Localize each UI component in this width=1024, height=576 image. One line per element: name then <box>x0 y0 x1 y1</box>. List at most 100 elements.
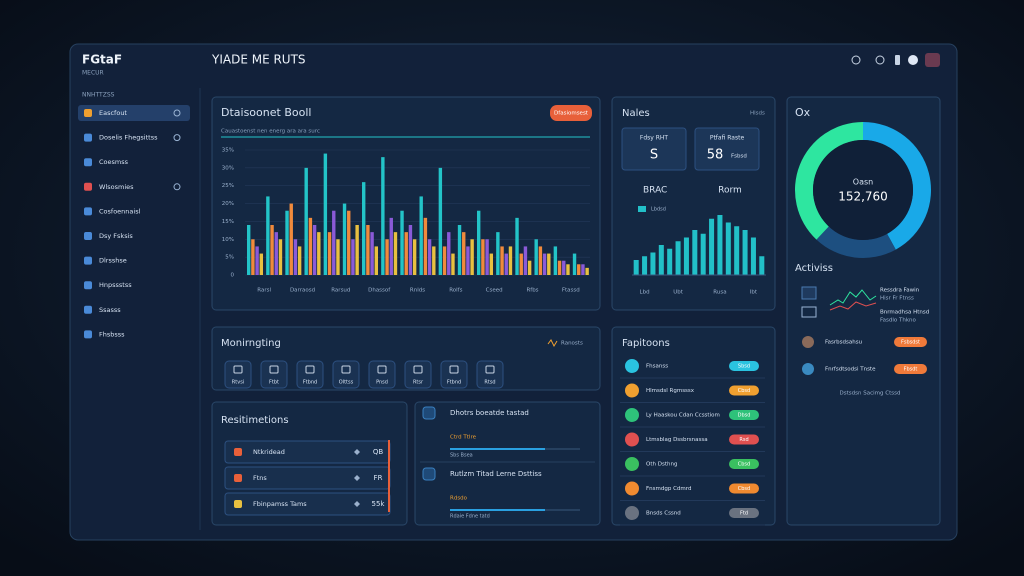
nav-item[interactable]: Wlsosmies <box>99 183 134 191</box>
nav-icon <box>84 305 92 314</box>
row-icon <box>234 500 242 508</box>
panel-menu[interactable]: Hlsds <box>750 111 765 117</box>
list-item[interactable]: Fhsanss <box>646 364 668 370</box>
tile-label[interactable]: Rtsd <box>484 380 495 386</box>
progress-label: Rdaie Fdne tatd <box>450 514 490 520</box>
tile[interactable] <box>224 360 252 389</box>
tile[interactable] <box>404 360 432 389</box>
pill <box>894 364 927 374</box>
bar <box>393 232 398 275</box>
nav-item[interactable]: Dlrsshse <box>99 257 127 265</box>
tile[interactable] <box>296 360 324 389</box>
icon[interactable] <box>851 55 861 65</box>
nav-icon <box>84 330 92 339</box>
list-item[interactable]: Ltmsblag Dssbrsnassa <box>646 437 708 443</box>
bar <box>400 210 404 275</box>
tile[interactable] <box>332 360 360 389</box>
nav-item[interactable]: Dsy Fsksis <box>99 232 133 240</box>
task-title: Rutlzm Titad Lerne Dsttiss <box>450 470 542 478</box>
bar <box>251 239 255 275</box>
panel-title: Nales <box>622 108 650 119</box>
donut-hole <box>813 140 913 240</box>
task-tag: Rdsdo <box>450 496 468 502</box>
tile-label[interactable]: Pnsd <box>376 380 388 386</box>
bar <box>385 239 389 275</box>
row <box>224 440 391 464</box>
tile[interactable] <box>476 360 504 389</box>
nav-item[interactable]: Eascfout <box>99 109 127 117</box>
x-tick-label: Dhassof <box>368 288 391 294</box>
item-icon <box>625 506 639 520</box>
bar <box>259 253 263 275</box>
tile-icon <box>413 365 423 374</box>
bar <box>427 239 432 275</box>
bar <box>470 239 474 275</box>
tile-label[interactable]: Ftbnd <box>303 380 317 386</box>
tile-label[interactable]: Rtsr <box>413 380 424 386</box>
list-item[interactable]: Bnsds Cssnd <box>646 511 681 517</box>
row-label: Ftns <box>253 474 267 482</box>
nav-item[interactable]: Ssasss <box>99 306 121 314</box>
tile[interactable] <box>260 360 288 389</box>
tile[interactable] <box>368 360 396 389</box>
button-label[interactable]: Dfasiomsest <box>554 111 589 117</box>
search-icon[interactable] <box>875 55 885 65</box>
activity-text: Bnrmadhsa Htnsd <box>880 310 929 316</box>
tile-icon <box>341 365 351 374</box>
button[interactable] <box>550 105 592 121</box>
tile-label[interactable]: Olttss <box>339 380 354 386</box>
accent <box>388 440 390 512</box>
tile[interactable] <box>440 360 468 389</box>
tile-icon <box>449 365 459 374</box>
bar <box>725 222 731 275</box>
tile-icon <box>305 365 315 374</box>
nav-item[interactable]: Fhsbsss <box>99 330 125 338</box>
bar <box>547 253 551 275</box>
list-item[interactable]: Hlmsdsl Rgmsssx <box>646 388 695 394</box>
bar <box>347 210 351 275</box>
donut-segment <box>863 122 932 250</box>
tile-label[interactable]: Rtvsi <box>232 380 244 386</box>
fapitoons-panel <box>611 326 776 526</box>
bar <box>577 264 581 275</box>
x-tick-label: Rolfs <box>449 288 462 294</box>
bar <box>270 225 274 275</box>
list-item[interactable]: Oth Dsthng <box>646 462 677 468</box>
tile-label[interactable]: Ftbnd <box>447 380 461 386</box>
nav-active <box>78 105 190 121</box>
section-title: Activiss <box>795 263 833 274</box>
pill-label: Rsd <box>739 437 748 443</box>
pill-label: Fbsdt <box>904 367 918 373</box>
list-item[interactable]: Ly Haaskou Cdan Ccsstiom <box>646 413 720 419</box>
bar <box>581 264 585 275</box>
stat-card <box>694 127 760 171</box>
donut-segment <box>794 122 863 240</box>
bar <box>336 239 340 275</box>
bar <box>389 217 393 275</box>
icon[interactable] <box>908 55 918 65</box>
pill-label: Cbsd <box>738 388 750 394</box>
tile-label[interactable]: Ftbt <box>269 380 279 386</box>
bar <box>351 239 355 275</box>
nav-item[interactable]: Cosfoennaisl <box>99 207 141 215</box>
bar <box>266 196 270 275</box>
activity-text: Fasdlo Thkno <box>880 318 917 324</box>
donut-value: 152,760 <box>838 190 888 204</box>
list-item[interactable]: Fnsmdgp Cdmrd <box>646 486 691 492</box>
x-tick-label: Rarsud <box>331 288 350 294</box>
icon <box>801 286 817 300</box>
bar <box>285 210 289 275</box>
nav-item[interactable]: Doselis Fhegsittss <box>99 134 158 142</box>
icon[interactable] <box>895 55 900 65</box>
nav-item[interactable]: Hnpssstss <box>99 281 132 289</box>
bar <box>323 153 328 275</box>
bar <box>342 203 347 275</box>
x-tick-label: Ibt <box>750 290 758 296</box>
nav-item[interactable]: Coesmss <box>99 158 129 166</box>
avatar[interactable] <box>925 53 940 67</box>
bar <box>667 248 673 275</box>
page-title: YIADE ME RUTS <box>211 53 306 67</box>
panel-menu[interactable]: Ranosts <box>561 341 583 347</box>
activity-text: Hisr Fr Ftnss <box>880 296 914 302</box>
